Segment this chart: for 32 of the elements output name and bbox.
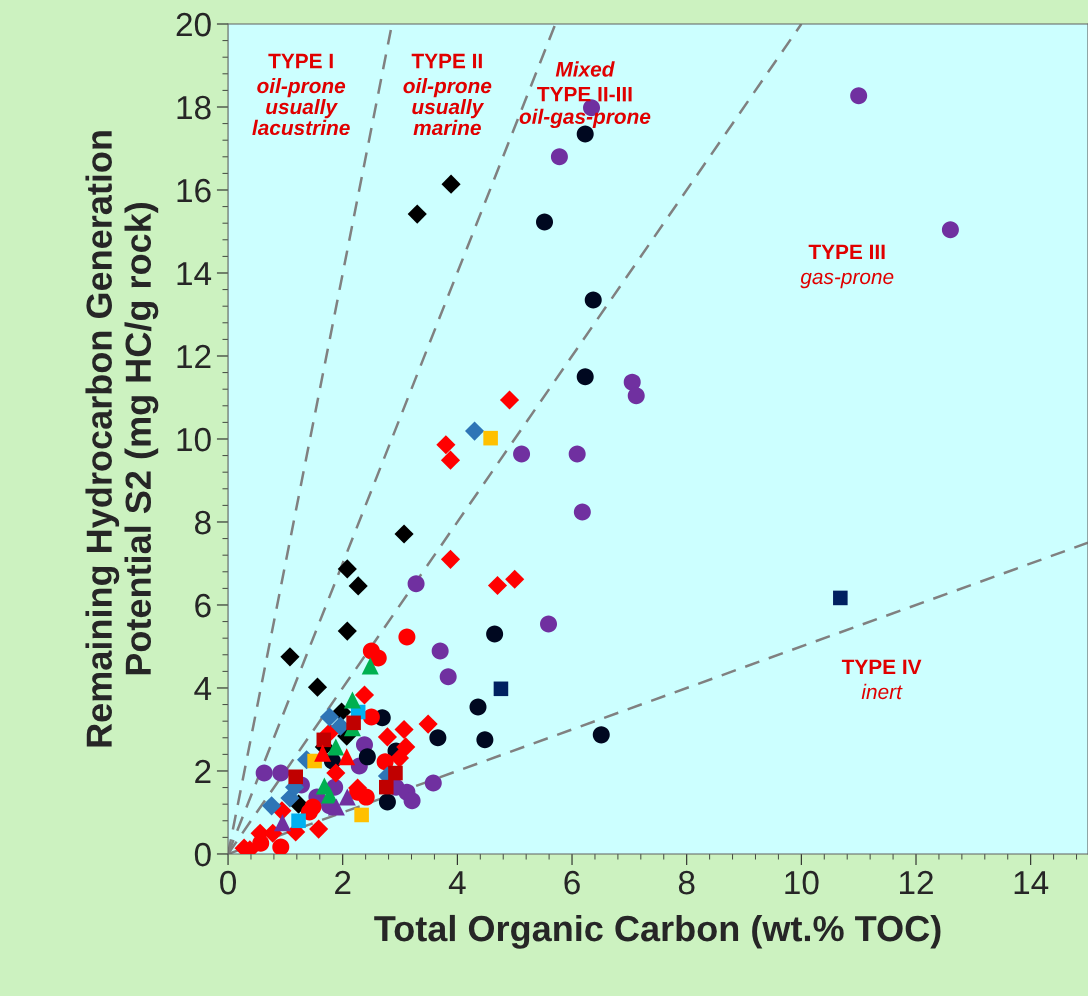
y-tick-label: 2 xyxy=(195,759,211,784)
annotation: TYPE II-III xyxy=(537,87,632,102)
x-tick-label: 10 xyxy=(785,870,819,895)
y-tick-label: 6 xyxy=(195,593,211,618)
y-tick-label: 14 xyxy=(177,262,212,286)
y-tick-label: 18 xyxy=(177,95,211,120)
annotation: TYPE I xyxy=(268,53,333,69)
annotation: Mixed xyxy=(555,61,615,77)
x-tick-label: 2 xyxy=(335,870,351,895)
y-tick-label: 4 xyxy=(194,677,212,701)
y-tick-label: 10 xyxy=(177,427,211,452)
annotation: oil-prone usually marine xyxy=(403,77,492,136)
x-axis-title: Total Organic Carbon (wt.% TOC) xyxy=(374,914,941,949)
y-tick-label: 20 xyxy=(176,12,211,37)
y-axis-title: Remaining Hydrocarbon Generation Potential S2 (mg HC/g rock) xyxy=(85,131,159,747)
annotation: TYPE II xyxy=(411,53,482,69)
annotation: oil-gas-prone xyxy=(519,108,651,129)
x-tick-label: 14 xyxy=(1014,871,1049,895)
x-tick-label: 6 xyxy=(564,870,580,895)
x-tick-label: 12 xyxy=(900,870,933,895)
annotation: TYPE III xyxy=(808,244,885,260)
y-tick-label: 16 xyxy=(177,178,211,203)
y-tick-label: 12 xyxy=(177,344,211,369)
annotation: TYPE IV xyxy=(841,659,922,675)
x-tick-label: 8 xyxy=(678,870,695,895)
y-tick-label: 0 xyxy=(194,842,211,867)
annotation: inert xyxy=(861,683,903,700)
annotation: oil-prone usually lacustrine xyxy=(252,77,350,136)
x-tick-label: 4 xyxy=(448,871,466,895)
y-tick-label: 8 xyxy=(194,510,211,535)
annotation: gas-prone xyxy=(800,272,894,289)
x-tick-label: 0 xyxy=(220,870,237,895)
